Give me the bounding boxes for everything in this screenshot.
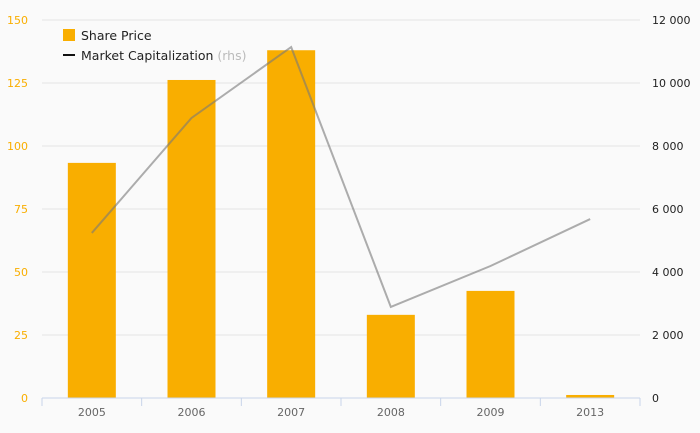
legend-rhs-suffix: (rhs) — [217, 48, 246, 63]
y-right-tick-label: 2 000 — [652, 329, 684, 342]
bar-2006 — [167, 79, 216, 398]
bar-2007 — [267, 50, 316, 399]
y-left-tick-label: 125 — [7, 77, 28, 90]
x-tick-label: 2013 — [576, 406, 604, 419]
y-left-tick-label: 25 — [14, 329, 28, 342]
bar-2009 — [466, 290, 515, 398]
x-tick-label: 2007 — [277, 406, 305, 419]
legend-market-cap[interactable]: Market Capitalization (rhs) — [81, 48, 247, 63]
bar-2005 — [67, 162, 116, 398]
bar-2008 — [366, 314, 415, 398]
y-left-tick-label: 0 — [21, 392, 28, 405]
y-left-tick-label: 75 — [14, 203, 28, 216]
y-left-tick-label: 150 — [7, 14, 28, 27]
y-right-tick-label: 12 000 — [652, 14, 691, 27]
y-right-tick-label: 0 — [652, 392, 659, 405]
y-right-tick-label: 4 000 — [652, 266, 684, 279]
y-left-tick-label: 50 — [14, 266, 28, 279]
legend-share-price[interactable]: Share Price — [81, 28, 152, 43]
legend-share-price-swatch[interactable] — [63, 29, 75, 41]
x-tick-label: 2009 — [477, 406, 505, 419]
y-left-tick-label: 100 — [7, 140, 28, 153]
x-tick-label: 2006 — [178, 406, 206, 419]
x-tick-label: 2008 — [377, 406, 405, 419]
market-cap-line — [91, 45, 591, 309]
y-right-tick-label: 8 000 — [652, 140, 684, 153]
y-right-tick-label: 10 000 — [652, 77, 691, 90]
bar-2013 — [566, 394, 615, 398]
y-right-tick-label: 6 000 — [652, 203, 684, 216]
x-tick-label: 2005 — [78, 406, 106, 419]
